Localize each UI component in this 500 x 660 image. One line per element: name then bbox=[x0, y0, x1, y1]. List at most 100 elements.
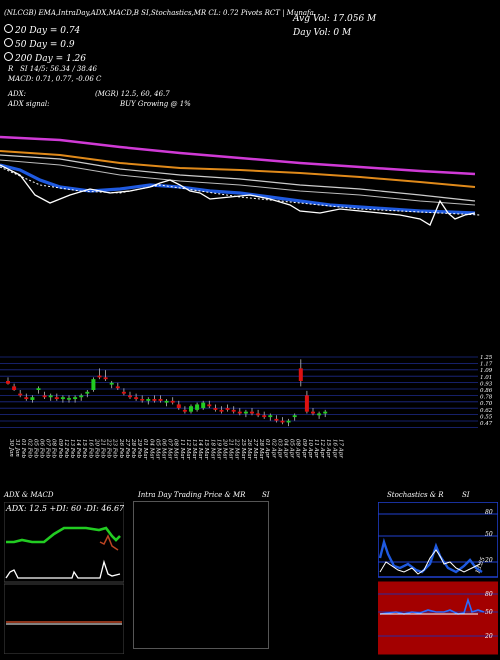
adx-values: ADX: 12.5 +DI: 60 -DI: 46.67 bbox=[5, 504, 124, 513]
ema100-line bbox=[0, 150, 476, 188]
price-axis-label: 1.25 bbox=[480, 355, 493, 361]
candlestick-panel: 1.251.171.091.010.930.860.780.700.620.55… bbox=[0, 355, 493, 428]
si-label: R bbox=[8, 65, 14, 73]
date-label: 16 Apr bbox=[331, 439, 337, 458]
candle-body bbox=[286, 420, 291, 423]
adx-macd-panel: ADX: 12.5 +DI: 60 -DI: 46.67 bbox=[4, 502, 124, 654]
candle-body bbox=[48, 395, 53, 398]
date-label: 28 Feb bbox=[130, 438, 136, 459]
date-label: 30 Jan bbox=[8, 439, 14, 457]
date-label: 13 Mar bbox=[191, 439, 197, 460]
candle-body bbox=[268, 415, 273, 418]
candle-body bbox=[73, 397, 78, 400]
date-label: 25 Mar bbox=[240, 438, 246, 460]
date-label: 22 Mar bbox=[234, 438, 240, 460]
rsi-axis-50: 50 bbox=[485, 609, 493, 616]
ema200-line bbox=[0, 135, 476, 176]
date-label: 06 Mar bbox=[161, 439, 167, 460]
mgr-readout: (MGR) 12.5, 60, 46.7 bbox=[95, 90, 170, 98]
date-label: 05 Feb bbox=[32, 439, 38, 459]
date-label: 07 Mar bbox=[167, 439, 173, 460]
candle-body bbox=[231, 409, 236, 412]
candle-body bbox=[292, 415, 297, 418]
date-label: 09 Feb bbox=[57, 439, 63, 459]
candle-body bbox=[176, 404, 181, 409]
candle-body bbox=[121, 391, 126, 394]
candle-body bbox=[170, 400, 175, 403]
ema50-lower-line bbox=[0, 159, 476, 206]
moving-averages-panel bbox=[0, 135, 481, 226]
candle-body bbox=[140, 399, 145, 401]
intraday-si-label: SI bbox=[262, 491, 270, 499]
date-label: 02 Apr bbox=[270, 439, 276, 458]
stoch-k-line bbox=[378, 537, 483, 574]
candle-body bbox=[280, 420, 285, 423]
candle-body bbox=[6, 380, 10, 384]
date-axis: 30 Jan 31 Jan 01 Feb 02 Feb 05 Feb 06 Feb 07 F… bbox=[8, 438, 343, 460]
macd-readout: MACD: 0.71, 0.77, -0.06 C bbox=[8, 75, 102, 83]
date-label: 01 Apr bbox=[264, 439, 270, 458]
candle-body bbox=[54, 397, 59, 400]
candle-body bbox=[201, 402, 206, 409]
candle-body bbox=[67, 398, 71, 400]
date-label: 11 Mar bbox=[179, 439, 185, 460]
candle-body bbox=[323, 411, 328, 414]
ema50-upper-line bbox=[0, 154, 476, 202]
stoch-axis-50: 50 bbox=[485, 531, 493, 538]
rsi-axis-20: 20 bbox=[484, 633, 493, 640]
price-axis-label: 0.47 bbox=[480, 421, 493, 427]
date-label: 22 Feb bbox=[106, 438, 112, 459]
price-line bbox=[0, 164, 476, 226]
price-axis-label: 0.78 bbox=[480, 395, 493, 401]
date-label: 12 Mar bbox=[185, 439, 191, 460]
candle-body bbox=[237, 411, 242, 414]
date-label: 08 Apr bbox=[295, 439, 301, 458]
date-label: 07 Feb bbox=[45, 439, 51, 459]
date-label: 20 Mar bbox=[222, 438, 228, 460]
candle-body bbox=[85, 391, 90, 394]
candle-body bbox=[298, 368, 303, 381]
candle-body bbox=[79, 395, 84, 398]
date-label: 20 Feb bbox=[93, 438, 99, 459]
candle-body bbox=[109, 382, 114, 385]
stoch-axis-80: 80 bbox=[485, 509, 493, 516]
candle-body bbox=[317, 413, 322, 416]
candle-body bbox=[311, 411, 315, 414]
price-axis-label: 0.93 bbox=[480, 381, 493, 387]
date-label: 21 Mar bbox=[228, 438, 234, 460]
minus-di-line bbox=[99, 534, 119, 551]
intraday-panel bbox=[133, 501, 269, 649]
candle-body bbox=[262, 415, 267, 418]
date-label: 15 Feb bbox=[81, 439, 87, 459]
adx-macd-title: ADX & MACD bbox=[4, 491, 54, 499]
candle-body bbox=[103, 377, 108, 380]
date-label: 27 Mar bbox=[252, 438, 258, 460]
stochastics-rsi-panel: 80 50 20 13.85 80 50 20 bbox=[378, 502, 498, 655]
price-axis-label: 0.86 bbox=[480, 388, 493, 394]
candle-body bbox=[146, 399, 151, 401]
date-label: 04 Mar bbox=[148, 439, 154, 460]
price-axis-label: 0.70 bbox=[480, 401, 493, 407]
date-label: 17 Apr bbox=[337, 439, 343, 458]
candle-body bbox=[30, 397, 35, 400]
stochastics-readout: SI 14/5: 56.34 / 38.46 bbox=[20, 65, 97, 73]
candle-body bbox=[115, 386, 120, 389]
date-label: 19 Mar bbox=[215, 439, 221, 460]
price-axis-label: 1.09 bbox=[480, 368, 493, 374]
candle-body bbox=[195, 404, 200, 410]
candle-body bbox=[256, 413, 261, 416]
candle-body bbox=[152, 399, 157, 401]
date-label: 15 Mar bbox=[203, 439, 209, 460]
candle-body bbox=[18, 393, 23, 396]
candle-body bbox=[274, 418, 279, 421]
price-axis-label: 1.01 bbox=[480, 375, 492, 381]
candle-body bbox=[12, 386, 17, 390]
date-label: 08 Mar bbox=[173, 439, 179, 460]
candle-body bbox=[182, 409, 187, 412]
day-vol-readout: Day Vol: 0 M bbox=[293, 28, 352, 38]
candle-body bbox=[158, 399, 163, 401]
candle-body bbox=[304, 395, 309, 412]
candle-body bbox=[243, 411, 248, 414]
date-label: 31 Jan bbox=[14, 439, 20, 457]
date-label: 08 Feb bbox=[51, 439, 57, 459]
